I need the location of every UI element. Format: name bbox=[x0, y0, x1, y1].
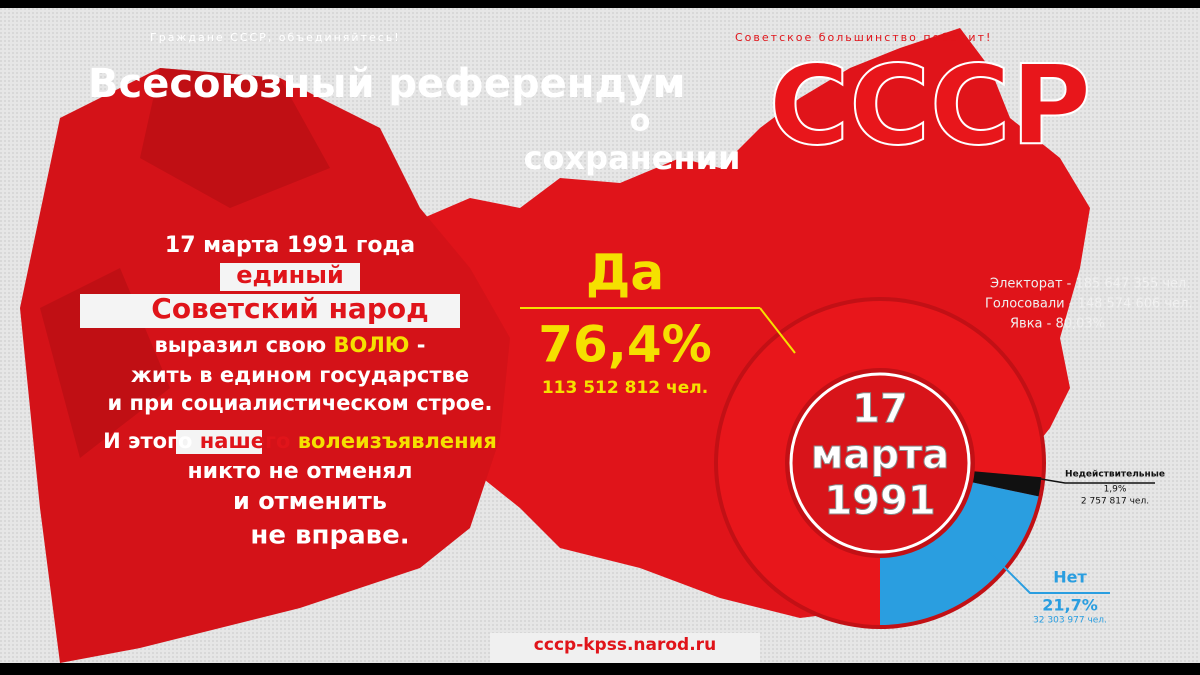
segment bbox=[290, 429, 297, 453]
highlight bbox=[80, 294, 460, 328]
center-label: 17 bbox=[852, 386, 908, 432]
donut-slice bbox=[972, 471, 1042, 497]
value-label: 76,4% bbox=[538, 316, 711, 374]
fist-shade bbox=[40, 68, 330, 458]
slogan: Граждане СССР, объединяйтесь! bbox=[150, 31, 401, 44]
category-label: Нет bbox=[1053, 568, 1087, 587]
count-label: 113 512 812 чел. bbox=[542, 378, 708, 398]
statement-line: жить в едином государстве bbox=[131, 363, 469, 387]
leader bbox=[759, 307, 796, 354]
statement-line: никто не отменял bbox=[187, 459, 412, 484]
donut-hole bbox=[789, 372, 971, 554]
value-label: 21,7% bbox=[1042, 596, 1098, 615]
center-label: 1991 bbox=[824, 478, 935, 524]
title-big: СССР bbox=[769, 41, 1092, 169]
statement-line: И этого нашего волеизъявления bbox=[103, 429, 497, 453]
segment: волеизъявления bbox=[298, 429, 497, 453]
statement: 17 марта 1991 года единый Советский наро… bbox=[80, 233, 497, 551]
poster-graphic: Граждане СССР, объединяйтесь! Советское … bbox=[0, 8, 1200, 663]
leader bbox=[1034, 477, 1155, 484]
segment: ВОЛЮ bbox=[334, 333, 410, 357]
category-label: Недействительные bbox=[1065, 470, 1165, 480]
stat: Явка - 80,03% bbox=[1010, 317, 1105, 332]
segment: И этого bbox=[103, 429, 200, 453]
category-label: Да bbox=[586, 244, 664, 302]
segment: нашего bbox=[200, 429, 291, 453]
highlight bbox=[220, 263, 360, 291]
stat: Электорат - 185 647 355 чел. bbox=[990, 277, 1190, 292]
statement-line: Советский народ bbox=[151, 292, 428, 325]
center-label: марта bbox=[811, 432, 950, 478]
statement-line: и при социалистическом строе. bbox=[108, 391, 493, 415]
url: cccp-kpss.narod.ru bbox=[534, 635, 716, 655]
title: Всесоюзный референдум bbox=[88, 61, 685, 107]
title: сохранении bbox=[524, 139, 741, 177]
statement-line: 17 марта 1991 года bbox=[165, 233, 415, 258]
segment: - bbox=[409, 333, 425, 357]
leader bbox=[984, 547, 1110, 594]
value-label: 1,9% bbox=[1104, 485, 1127, 495]
fist bbox=[20, 68, 510, 663]
stat: Голосовали - 148 574 606 чел. bbox=[985, 297, 1193, 312]
statement-line: не вправе. bbox=[250, 521, 409, 551]
donut-slice bbox=[718, 301, 1042, 625]
count-label: 32 303 977 чел. bbox=[1033, 616, 1107, 626]
count-label: 2 757 817 чел. bbox=[1081, 497, 1149, 507]
url-box bbox=[490, 633, 760, 663]
segment: выразил свою bbox=[155, 333, 334, 357]
slogan: Советское большинство победит! bbox=[735, 31, 992, 44]
statement-line: единый bbox=[236, 261, 344, 289]
title: о bbox=[630, 104, 651, 139]
highlight bbox=[176, 430, 262, 454]
poster: Граждане СССР, объединяйтесь! Советское … bbox=[0, 8, 1200, 663]
statement-line: выразил свою ВОЛЮ - bbox=[155, 333, 426, 357]
donut-slice bbox=[880, 482, 1039, 625]
statement-line: и отменить bbox=[233, 487, 387, 515]
stats: Электорат - 185 647 355 чел. Голосовали … bbox=[985, 277, 1193, 332]
